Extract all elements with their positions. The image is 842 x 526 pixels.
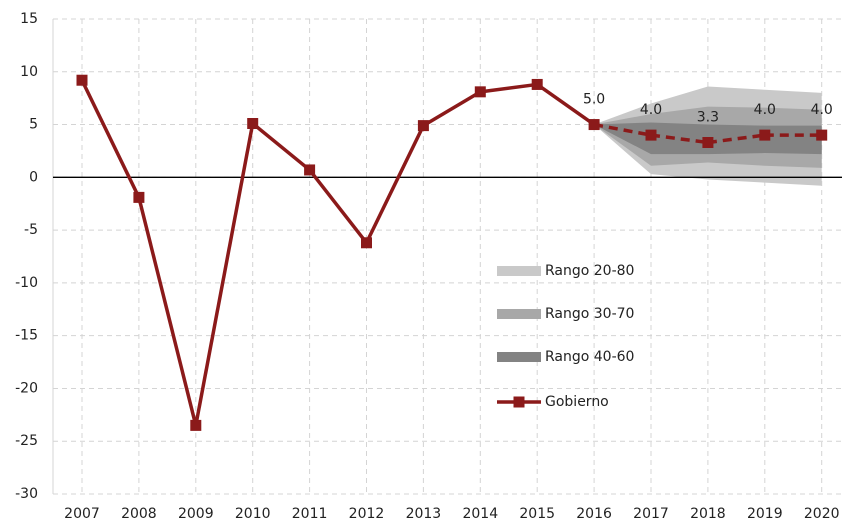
x-tick-label: 2016	[576, 506, 612, 522]
marker	[702, 137, 714, 148]
y-tick-label: 5	[29, 117, 38, 133]
line-segment	[650, 133, 709, 145]
x-tick-label: 2009	[178, 506, 214, 522]
x-tick-label: 2020	[804, 506, 840, 522]
y-tick-label: -30	[15, 486, 38, 502]
y-tick-label: -10	[15, 275, 38, 291]
x-tick-label: 2008	[121, 506, 157, 522]
line-segment	[251, 122, 311, 172]
marker	[133, 191, 145, 203]
data-label: 4.0	[811, 102, 833, 118]
marker	[588, 119, 600, 131]
x-tick-label: 2012	[349, 506, 385, 522]
y-tick-label: -25	[15, 433, 38, 449]
marker	[816, 129, 828, 141]
line-segment	[308, 168, 368, 244]
line-segment	[80, 79, 141, 199]
data-label: 4.0	[640, 102, 662, 118]
legend-swatch	[497, 266, 541, 276]
x-tick-label: 2018	[690, 506, 726, 522]
x-tick-label: 2010	[235, 506, 271, 522]
marker	[417, 120, 429, 132]
y-tick-label: 0	[29, 169, 38, 185]
x-tick-label: 2013	[406, 506, 442, 522]
marker	[645, 129, 657, 141]
x-tick-label: 2011	[292, 506, 328, 522]
legend-label: Rango 30-70	[545, 306, 634, 322]
line-segment	[707, 133, 766, 145]
legend-label: Rango 40-60	[545, 349, 634, 365]
x-tick-label: 2014	[462, 506, 498, 522]
legend-marker	[513, 396, 525, 408]
legend-label: Rango 20-80	[545, 263, 634, 279]
data-label: 4.0	[754, 102, 776, 118]
legend-swatch	[497, 309, 541, 319]
legend-label: Gobierno	[545, 394, 609, 410]
marker	[759, 129, 771, 141]
x-tick-label: 2007	[64, 506, 100, 522]
data-label: 3.3	[697, 110, 719, 126]
data-label: 5.0	[583, 92, 605, 108]
x-tick-label: 2015	[519, 506, 555, 522]
marker	[361, 237, 372, 249]
line-segment	[593, 122, 652, 137]
y-tick-label: -20	[15, 380, 38, 396]
y-tick-label: -5	[24, 222, 38, 238]
y-tick-label: -15	[15, 328, 38, 344]
line-segment	[422, 90, 482, 128]
y-tick-label: 15	[20, 11, 38, 27]
marker	[304, 164, 316, 176]
marker	[190, 419, 202, 431]
marker	[247, 118, 259, 129]
line-segment	[137, 196, 198, 426]
line-segment	[536, 83, 596, 126]
line-segment	[364, 124, 425, 244]
x-tick-label: 2019	[747, 506, 783, 522]
line-segment	[480, 82, 538, 94]
marker	[76, 74, 88, 86]
x-tick-label: 2017	[633, 506, 669, 522]
line-segment	[194, 123, 255, 426]
legend-swatch	[497, 352, 541, 362]
marker	[531, 78, 543, 90]
marker	[474, 86, 486, 98]
y-tick-label: 10	[20, 64, 38, 80]
